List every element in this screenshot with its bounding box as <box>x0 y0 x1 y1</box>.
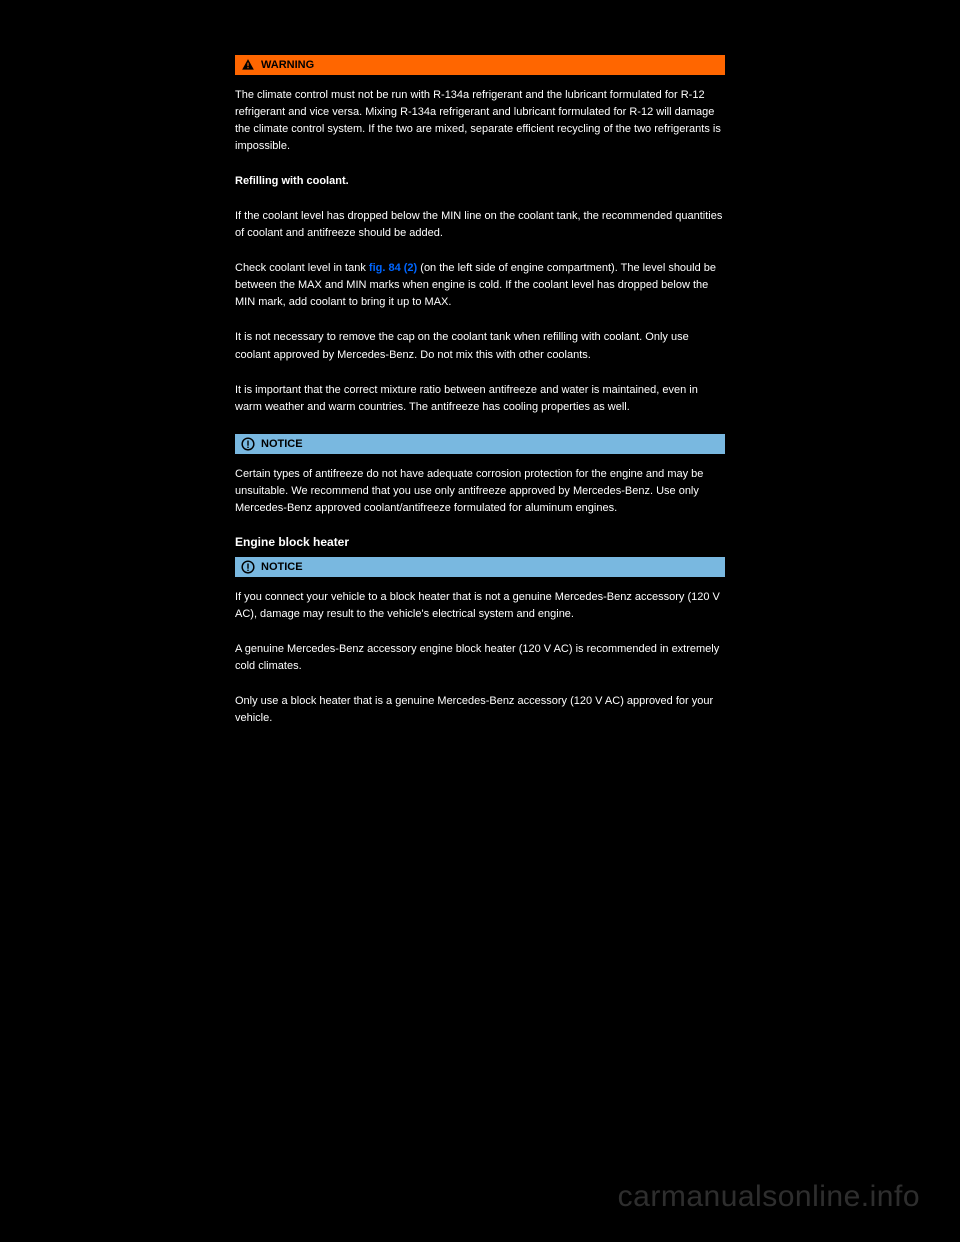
notice-info-icon <box>241 560 255 574</box>
warning-alert: WARNING <box>235 55 725 75</box>
refilling-paragraph-3: It is not necessary to remove the cap on… <box>235 329 725 363</box>
notice-info-icon <box>241 437 255 451</box>
refilling-section: Refilling with coolant. <box>235 173 725 190</box>
notice-alert-1: NOTICE <box>235 434 725 454</box>
refilling-paragraph-2: Check coolant level in tank fig. 84 (2) … <box>235 260 725 311</box>
notice-label-2: NOTICE <box>261 561 303 573</box>
warning-text: The climate control must not be run with… <box>235 87 725 155</box>
refilling-label: Refilling with coolant. <box>235 175 349 187</box>
refilling-paragraph-4: It is important that the correct mixture… <box>235 382 725 416</box>
refilling-paragraph-1: If the coolant level has dropped below t… <box>235 208 725 242</box>
notice-text-2: If you connect your vehicle to a block h… <box>235 589 725 623</box>
block-heater-heading: Engine block heater <box>235 535 725 549</box>
notice-label-1: NOTICE <box>261 438 303 450</box>
notice-text-1: Certain types of antifreeze do not have … <box>235 466 725 517</box>
block-heater-paragraph-1: A genuine Mercedes-Benz accessory engine… <box>235 641 725 675</box>
notice-alert-2: NOTICE <box>235 557 725 577</box>
warning-label: WARNING <box>261 59 314 71</box>
watermark: carmanualsonline.info <box>618 1180 920 1214</box>
block-heater-paragraph-2: Only use a block heater that is a genuin… <box>235 693 725 727</box>
warning-triangle-icon <box>241 58 255 72</box>
refilling-text-lead: Check coolant level in tank <box>235 262 369 274</box>
figure-link[interactable]: fig. 84 (2) <box>369 262 417 274</box>
